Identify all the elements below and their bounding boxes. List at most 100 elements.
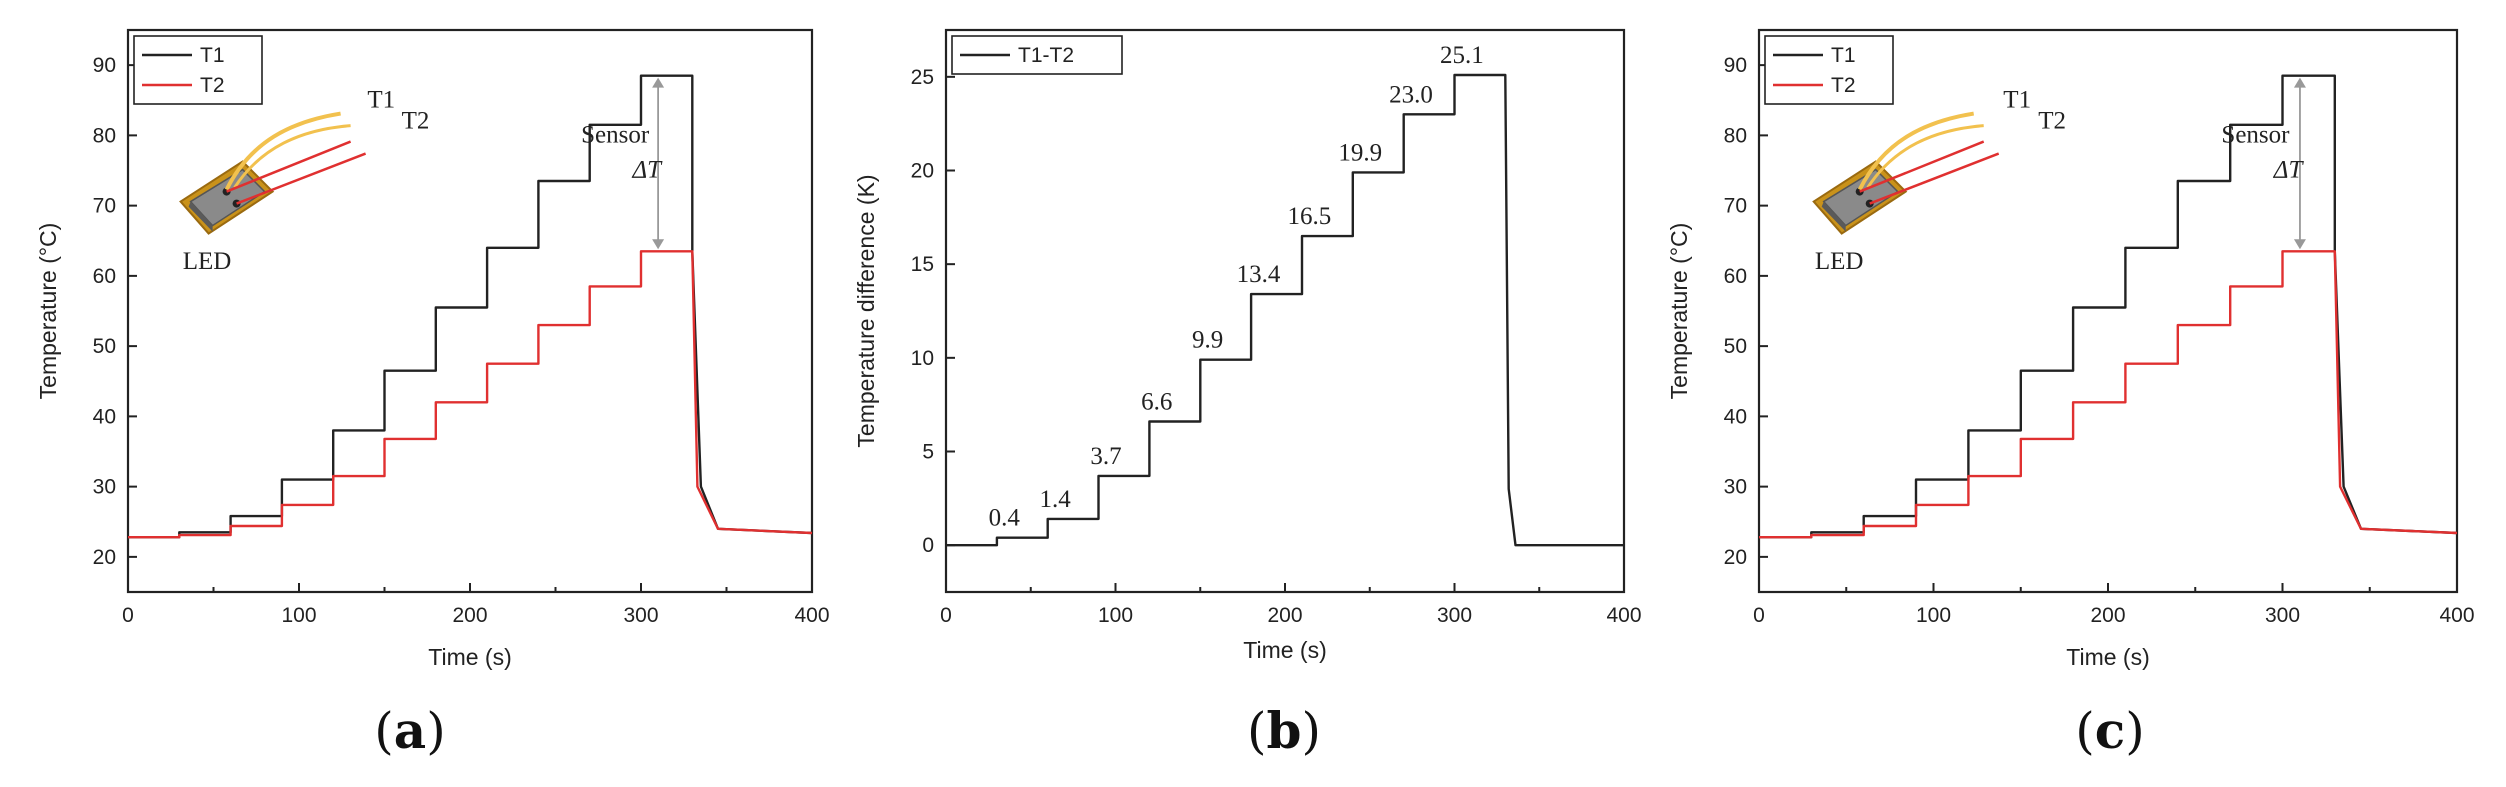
delta-t-arrowhead-top [652, 77, 665, 88]
panel-label: (c) [2075, 701, 2144, 760]
delta-t-arrowhead-top [2293, 77, 2306, 88]
y-tick-label: 20 [1724, 546, 1747, 569]
y-tick-label: 30 [1724, 476, 1747, 499]
x-axis-title: Time (s) [1243, 637, 1326, 663]
y-tick-label: 10 [911, 347, 934, 370]
legend: T1-T2 [951, 35, 1123, 75]
annotation--t: ΔT [2273, 157, 2305, 184]
data-label: 1.4 [1039, 486, 1071, 513]
chart-panel-b: 0 100 200 300 400 0 5 10 15 20 25 Time (s) Temperatu… [853, 28, 1642, 760]
annotation--t: ΔT [631, 157, 663, 184]
sensor-wire-yellow [233, 124, 351, 189]
x-tick-label: 400 [794, 604, 829, 627]
x-axis-title: Time (s) [428, 644, 511, 670]
legend-label: T1-T2 [1018, 44, 1074, 67]
series-line-t2 [128, 250, 813, 539]
y-axis-title: Temperature (°C) [35, 223, 61, 400]
data-label: 19.9 [1338, 139, 1382, 166]
y-tick-label: 70 [1724, 195, 1747, 218]
x-tick-label: 300 [1437, 604, 1472, 627]
y-tick-label: 0 [922, 534, 934, 557]
sensor-wire-yellow [224, 111, 341, 191]
x-tick-label: 400 [2439, 604, 2474, 627]
y-tick-label: 80 [93, 124, 116, 147]
x-tick-label: 200 [452, 604, 487, 627]
sensor-wire-red [236, 152, 367, 205]
series-line-t2 [1759, 250, 2458, 539]
data-label: 16.5 [1287, 203, 1331, 230]
legend-label: T1 [1831, 44, 1856, 67]
y-tick-label: 50 [93, 335, 116, 358]
y-tick-label: 20 [911, 160, 934, 183]
chart-panel-a: 0 100 200 300 400 20 30 40 50 60 70 80 90 Time (s) Tem… [35, 28, 830, 760]
legend-box [1764, 35, 1894, 105]
x-tick-label: 300 [2265, 604, 2300, 627]
led-chip-side [1821, 201, 1846, 232]
legend-label: T2 [200, 74, 225, 97]
annotation-t1: T1 [367, 86, 395, 113]
annotation-led: LED [183, 248, 232, 275]
series-line-t1 [128, 74, 813, 539]
x-tick-label: 300 [623, 604, 658, 627]
y-tick-label: 90 [1724, 54, 1747, 77]
x-tick-label: 100 [1916, 604, 1951, 627]
chart-panel-c: 0 100 200 300 400 20 30 40 50 60 70 80 90 Time (s) Tem… [1666, 28, 2475, 760]
y-tick-label: 15 [911, 253, 934, 276]
x-tick-label: 200 [1267, 604, 1302, 627]
y-tick-label: 5 [922, 441, 934, 464]
y-tick-label: 90 [93, 54, 116, 77]
series-line-t1-t2 [946, 73, 1624, 547]
data-label: 3.7 [1090, 443, 1121, 470]
x-tick-label: 0 [1753, 604, 1765, 627]
annotation-t1: T1 [2003, 86, 2031, 113]
data-label: 23.0 [1389, 81, 1433, 108]
data-label: 25.1 [1440, 42, 1484, 69]
x-tick-label: 200 [2090, 604, 2125, 627]
data-label: 0.4 [989, 505, 1021, 532]
data-label: 13.4 [1237, 261, 1281, 288]
x-tick-label: 100 [281, 604, 316, 627]
annotation-t2: T2 [402, 107, 430, 134]
x-axis-title: Time (s) [2066, 644, 2149, 670]
series-line-t1 [1759, 74, 2458, 539]
y-axis-title: Temperature (°C) [1666, 223, 1692, 400]
legend-label: T1 [200, 44, 225, 67]
legend-label: T2 [1831, 74, 1856, 97]
y-tick-label: 20 [93, 546, 116, 569]
x-tick-label: 100 [1098, 604, 1133, 627]
sensor-wire-yellow [1866, 124, 1984, 189]
y-tick-label: 50 [1724, 335, 1747, 358]
y-tick-label: 70 [93, 195, 116, 218]
delta-t-arrowhead-bottom [2293, 239, 2306, 250]
y-tick-label: 80 [1724, 124, 1747, 147]
y-tick-label: 40 [1724, 405, 1747, 428]
sensor-wire-red [1859, 140, 1985, 193]
y-tick-label: 30 [93, 476, 116, 499]
data-label: 9.9 [1192, 327, 1223, 354]
y-tick-label: 25 [911, 66, 934, 89]
x-tick-label: 0 [940, 604, 952, 627]
led-chip-side [188, 201, 213, 232]
panel-label: (b) [1247, 701, 1321, 760]
sensor-wire-red [226, 140, 352, 193]
delta-t-arrowhead-bottom [652, 239, 665, 250]
annotation-sensor: Sensor [581, 121, 650, 148]
y-tick-label: 60 [93, 265, 116, 288]
led-sensor-illustration [1812, 111, 2000, 235]
x-tick-label: 0 [122, 604, 134, 627]
led-sensor-illustration [179, 111, 367, 235]
y-tick-label: 40 [93, 405, 116, 428]
x-tick-label: 400 [1606, 604, 1641, 627]
data-label: 6.6 [1141, 389, 1172, 416]
y-axis-title: Temperature difference (K) [853, 174, 879, 447]
annotation-led: LED [1815, 248, 1864, 275]
annotation-t2: T2 [2038, 107, 2066, 134]
sensor-wire-red [1869, 152, 2000, 205]
legend-box [133, 35, 263, 105]
sensor-wire-yellow [1857, 111, 1975, 191]
panel-label: (a) [374, 701, 445, 760]
y-tick-label: 60 [1724, 265, 1747, 288]
